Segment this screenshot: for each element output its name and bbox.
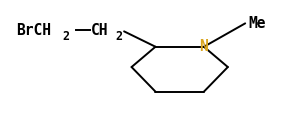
Text: BrCH: BrCH <box>16 23 51 38</box>
Text: 2: 2 <box>115 30 122 43</box>
Text: N: N <box>199 39 208 54</box>
Text: CH: CH <box>91 23 109 38</box>
Text: Me: Me <box>248 16 266 31</box>
Text: 2: 2 <box>63 30 70 43</box>
